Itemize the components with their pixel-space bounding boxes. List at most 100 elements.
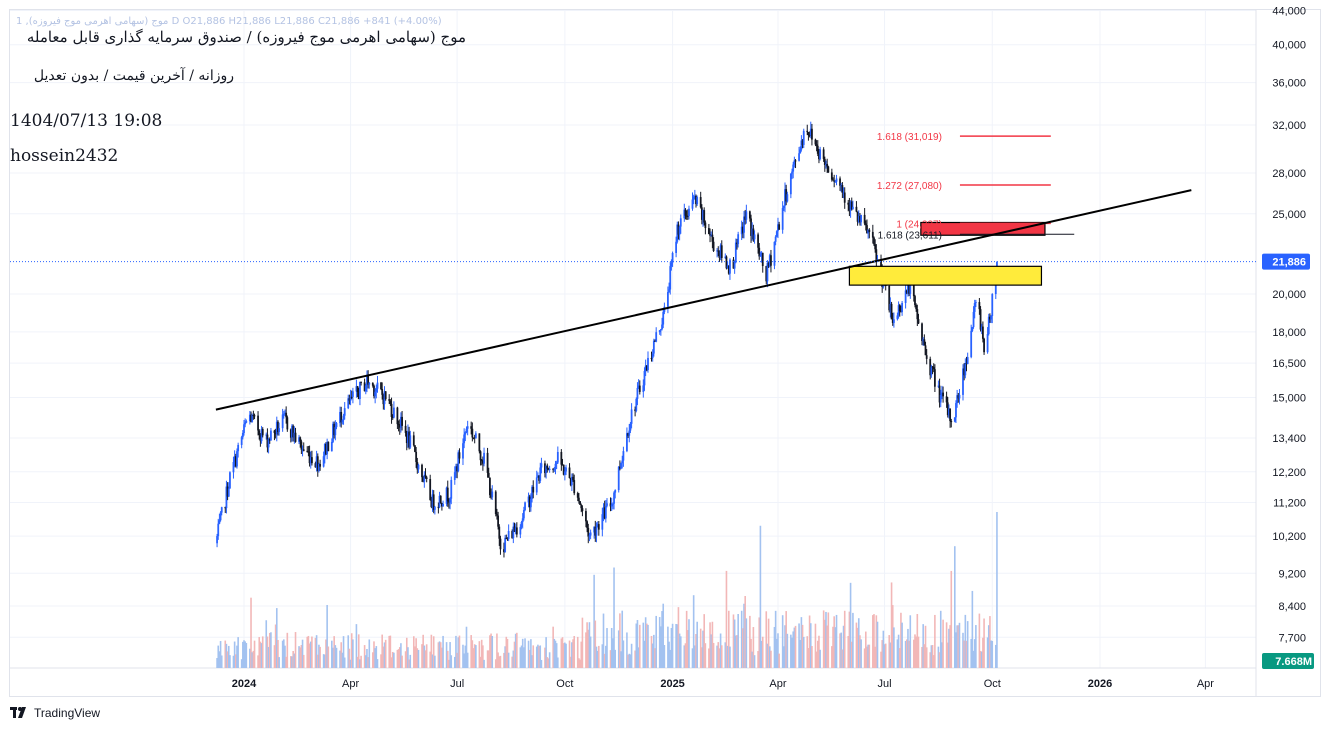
candle-body xyxy=(991,294,994,317)
candle-body xyxy=(528,496,531,508)
volume-bar xyxy=(816,640,819,668)
volume-bar xyxy=(327,646,330,668)
candle-body xyxy=(300,441,303,450)
volume-bar xyxy=(472,648,475,668)
volume-bar xyxy=(278,657,280,668)
volume-bar xyxy=(359,659,361,668)
candle-body xyxy=(445,487,448,504)
candle-body xyxy=(811,128,813,140)
volume-bar xyxy=(708,648,710,668)
volume-bar xyxy=(292,651,294,668)
fib-level-label: 1.618 (23,611) xyxy=(878,230,942,241)
volume-bar xyxy=(996,512,998,668)
candle-body xyxy=(875,249,878,262)
candle-body xyxy=(915,305,918,310)
fib-level-label: 1 (24,337) xyxy=(896,219,942,230)
volume-bar xyxy=(989,616,991,668)
candle-body xyxy=(693,195,696,197)
candle-body xyxy=(677,224,680,235)
volume-bar xyxy=(348,648,351,668)
candle-body xyxy=(627,433,629,436)
candle-body xyxy=(569,478,572,486)
volume-bar xyxy=(929,652,932,668)
volume-bar xyxy=(397,649,400,668)
volume-bar xyxy=(679,636,682,668)
volume-bar xyxy=(636,620,639,668)
candle-body xyxy=(767,262,770,267)
candle-body xyxy=(513,526,516,532)
volume-bar xyxy=(737,613,739,668)
candle-body xyxy=(987,316,990,335)
volume-bar xyxy=(736,635,738,668)
candle-body xyxy=(774,236,777,242)
candle-body xyxy=(585,511,587,522)
volume-bar xyxy=(901,622,903,668)
volume-bar xyxy=(688,619,690,668)
candle-body xyxy=(421,464,423,478)
candle-body xyxy=(579,501,581,505)
candle-body xyxy=(556,451,559,463)
candle-body xyxy=(391,416,394,418)
y-tick-label: 7,700 xyxy=(1278,632,1306,644)
volume-bar xyxy=(473,644,476,668)
candle-body xyxy=(327,441,330,452)
volume-bar xyxy=(219,641,222,668)
candle-body xyxy=(308,452,311,464)
volume-bar xyxy=(349,659,352,668)
volume-bar xyxy=(965,640,968,668)
candle-body xyxy=(483,452,485,464)
volume-bar xyxy=(856,627,859,668)
volume-bar xyxy=(888,635,891,668)
candle-body xyxy=(859,216,861,223)
volume-bar xyxy=(300,645,303,668)
volume-bar xyxy=(946,642,949,668)
volume-bar xyxy=(293,653,296,668)
volume-bar xyxy=(531,655,533,668)
candle-body xyxy=(450,479,453,499)
candle-body xyxy=(703,210,706,223)
volume-bar xyxy=(595,646,598,668)
candle-body xyxy=(830,172,833,180)
candle-body xyxy=(588,535,591,537)
candle-body xyxy=(635,398,638,411)
candle-body xyxy=(594,527,597,536)
volume-bar xyxy=(540,659,543,668)
volume-bar xyxy=(777,633,779,668)
volume-bar xyxy=(602,613,605,668)
volume-bar xyxy=(799,639,802,668)
tradingview-brand[interactable]: TradingView xyxy=(10,706,100,720)
volume-bar xyxy=(651,643,654,668)
volume-bar xyxy=(937,646,940,668)
candle-body xyxy=(357,392,360,399)
volume-bar xyxy=(265,620,268,668)
volume-bar xyxy=(498,656,501,668)
volume-bar xyxy=(496,633,498,668)
volume-bar xyxy=(244,641,246,668)
volume-bar xyxy=(867,644,869,668)
candle-body xyxy=(408,431,411,448)
candle-body xyxy=(880,259,882,270)
y-tick-label: 32,000 xyxy=(1272,120,1306,132)
candle-body xyxy=(782,205,785,208)
candle-body xyxy=(636,387,639,399)
candle-body xyxy=(572,476,574,481)
volume-bar xyxy=(660,626,662,668)
candle-body xyxy=(806,130,809,133)
candle-body xyxy=(622,451,625,461)
volume-bar xyxy=(301,639,304,668)
candle-body xyxy=(480,460,483,462)
candle-body xyxy=(356,386,359,393)
candle-body xyxy=(489,477,491,496)
candle-body xyxy=(457,452,460,472)
volume-bar xyxy=(465,626,468,668)
candle-body xyxy=(916,309,919,320)
volume-bar xyxy=(341,652,344,668)
candle-body xyxy=(301,449,304,451)
volume-bar xyxy=(446,650,449,668)
volume-bar xyxy=(983,618,985,668)
volume-bar xyxy=(281,640,284,668)
volume-bar xyxy=(357,634,360,668)
volume-bar xyxy=(809,623,812,668)
volume-bar xyxy=(251,652,253,668)
